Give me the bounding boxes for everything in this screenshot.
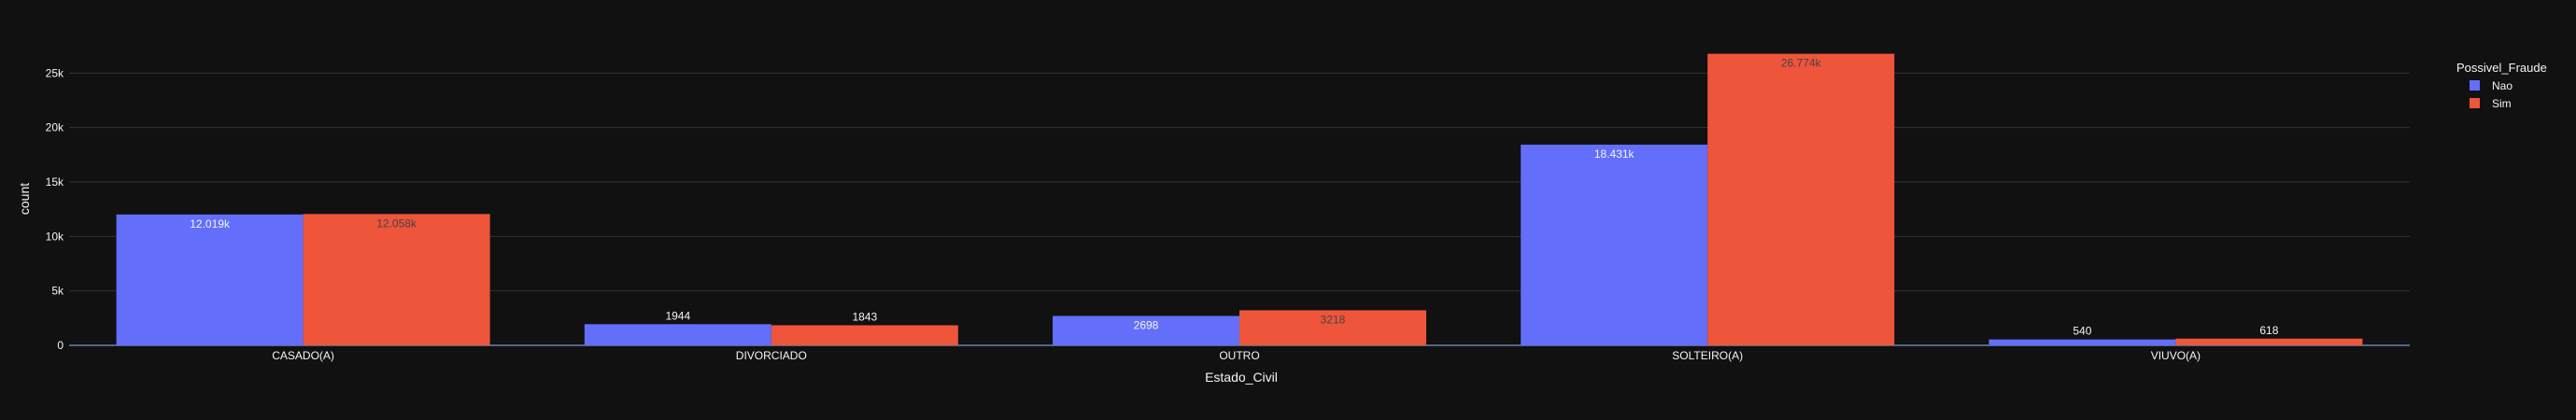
- y-tick-label: 5k: [51, 285, 64, 298]
- legend: Possivel_Fraude Nao Sim: [2456, 61, 2547, 110]
- legend-title: Possivel_Fraude: [2456, 61, 2547, 75]
- bar-sim-4: [2175, 338, 2363, 345]
- bar-nao-0: [116, 214, 304, 345]
- bar-label-sim-2: 3218: [1321, 313, 1346, 326]
- bar-label-nao-0: 12.019k: [190, 217, 231, 231]
- bar-label-sim-3: 26.774k: [1781, 57, 1822, 70]
- x-axis-title: Estado_Civil: [1205, 370, 1278, 385]
- x-tick-label: OUTRO: [1219, 349, 1259, 362]
- y-tick-label: 0: [57, 339, 64, 352]
- x-tick-label: CASADO(A): [272, 349, 334, 362]
- y-tick-label: 25k: [46, 66, 64, 79]
- bar-nao-2: [1053, 315, 1239, 345]
- bar-nao-4: [1989, 339, 2176, 345]
- bars: [116, 53, 2363, 346]
- x-tick-label: SOLTEIRO(A): [1672, 349, 1743, 362]
- legend-item-nao[interactable]: Nao: [2470, 79, 2512, 92]
- legend-swatch-nao: [2470, 80, 2480, 91]
- x-tick-label: DIVORCIADO: [736, 349, 807, 362]
- legend-label-nao: Nao: [2492, 79, 2512, 92]
- bar-labels: 12.019k 12.058k 1944 1843 2698 3218 18.431k 26.…: [190, 57, 2278, 338]
- bar-label-nao-3: 18.431k: [1594, 147, 1635, 161]
- bar-label-nao-1: 1944: [665, 309, 690, 322]
- y-axis-ticks: 0 5k 10k 15k 20k 25k: [46, 66, 64, 352]
- x-tick-label: VIUVO(A): [2151, 349, 2201, 362]
- legend-label-sim: Sim: [2492, 97, 2512, 110]
- bar-label-nao-4: 540: [2073, 325, 2091, 338]
- bar-label-sim-1: 1843: [852, 310, 877, 323]
- bar-sim-2: [1239, 310, 1426, 345]
- bar-label-sim-0: 12.058k: [376, 217, 418, 230]
- legend-item-sim[interactable]: Sim: [2470, 97, 2512, 110]
- bar-sim-3: [1707, 53, 1895, 346]
- bar-label-nao-2: 2698: [1134, 319, 1159, 332]
- bar-label-sim-4: 618: [2259, 324, 2278, 337]
- bar-sim-0: [303, 214, 490, 345]
- bar-sim-1: [771, 325, 958, 345]
- y-tick-label: 20k: [46, 121, 64, 134]
- bar-nao-3: [1521, 144, 1708, 345]
- y-axis-title: count: [17, 183, 32, 215]
- y-tick-label: 15k: [46, 175, 64, 189]
- y-tick-label: 10k: [46, 230, 64, 243]
- bar-nao-1: [584, 324, 771, 345]
- legend-swatch-sim: [2470, 98, 2480, 108]
- x-axis-ticks: CASADO(A) DIVORCIADO OUTRO SOLTEIRO(A) VIUVO…: [272, 349, 2201, 362]
